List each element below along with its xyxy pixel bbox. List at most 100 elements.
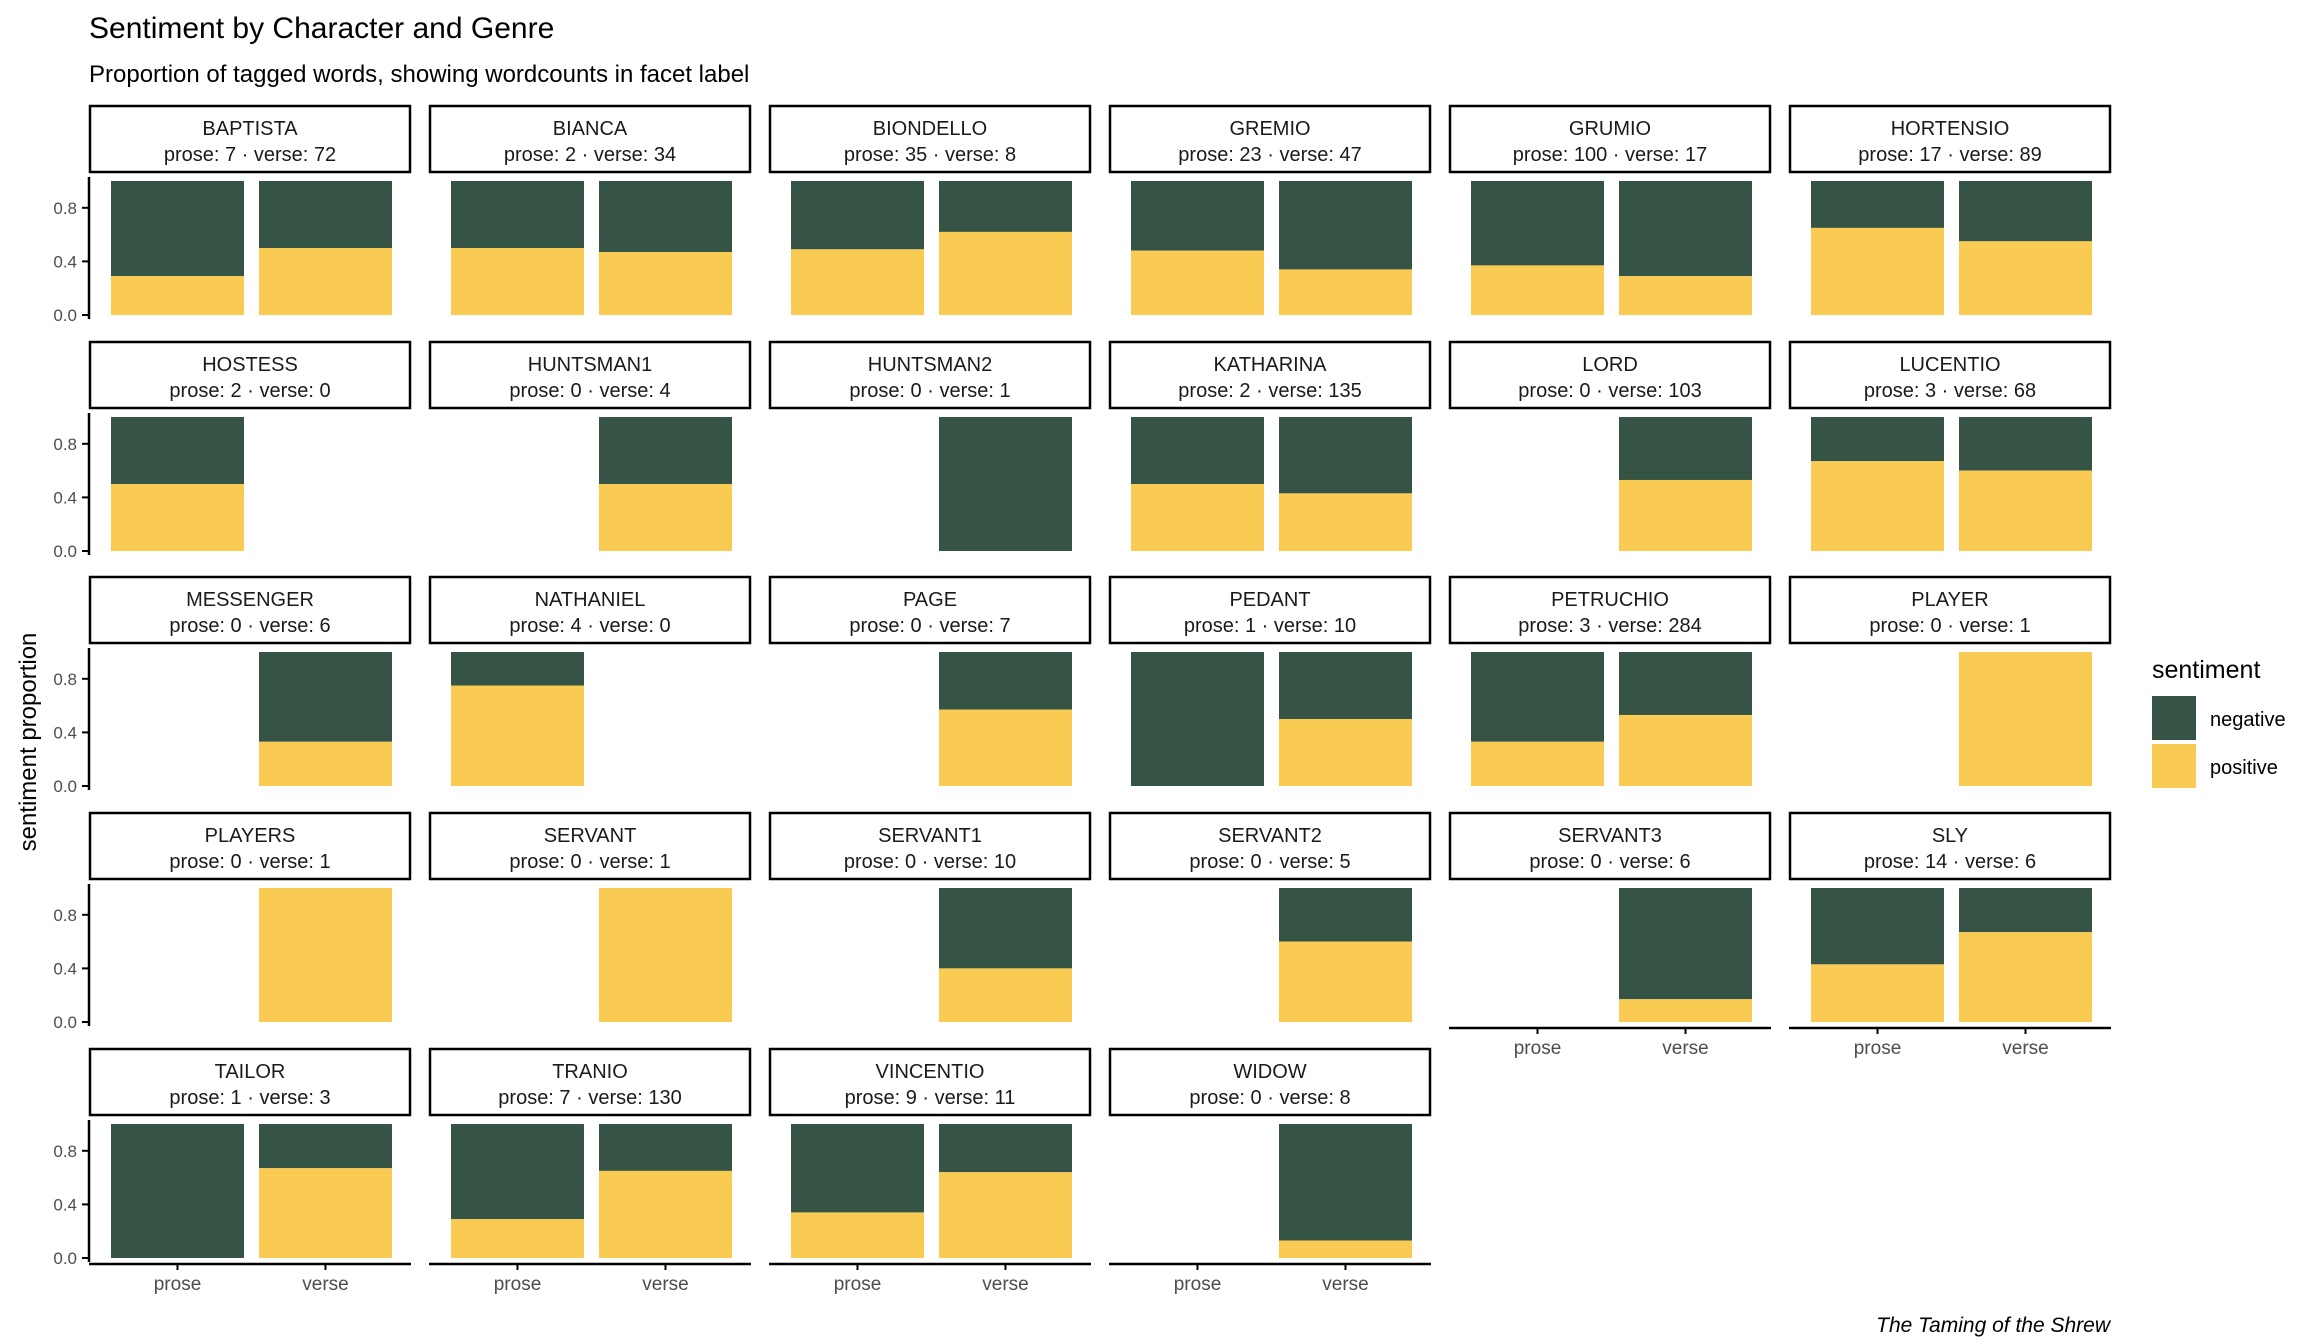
facet-strip [1108, 104, 1432, 174]
chart-subtitle: Proportion of tagged words, showing word… [89, 61, 749, 88]
facet-panel-grumio: GRUMIO prose: 100 · verse: 17 [1448, 104, 1772, 315]
facet-name: SLY [1932, 825, 1968, 847]
bar-verse-positive [1279, 941, 1412, 1022]
facet-panels: BAPTISTA prose: 7 · verse: 72 0.0 0.4 0.8 BIA… [53, 104, 2112, 1295]
facet-strip [768, 1047, 1092, 1117]
bar-verse-positive [1959, 932, 2092, 1022]
bar-prose-positive [791, 1212, 924, 1258]
y-tick-label: 0.4 [53, 723, 77, 742]
facet-panel-tailor: TAILOR prose: 1 · verse: 3 0.0 0.4 0.8 prose v… [53, 1047, 412, 1295]
facet-name: SERVANT2 [1218, 825, 1322, 847]
bar-prose-positive [111, 484, 244, 551]
facet-strip [1788, 811, 2112, 881]
facet-strip [1448, 104, 1772, 174]
facet-name: BIONDELLO [873, 118, 987, 140]
facet-wordcounts: prose: 2 · verse: 34 [504, 144, 676, 166]
facet-strip [1108, 811, 1432, 881]
bar-prose-positive [1811, 964, 1944, 1022]
facet-strip [428, 575, 752, 645]
facet-panel-baptista: BAPTISTA prose: 7 · verse: 72 0.0 0.4 0.8 [53, 104, 412, 325]
bar-prose-negative [791, 1124, 924, 1213]
bar-verse-positive [1959, 470, 2092, 551]
facet-strip [428, 104, 752, 174]
facet-name: MESSENGER [186, 589, 314, 611]
y-tick-label: 0.8 [53, 1142, 77, 1161]
facet-strip [428, 1047, 752, 1117]
bar-verse-negative [1619, 417, 1752, 480]
bar-prose-positive [1131, 250, 1264, 315]
facet-strip [88, 575, 412, 645]
facet-wordcounts: prose: 0 · verse: 8 [1189, 1087, 1350, 1109]
facet-strip [1108, 340, 1432, 410]
bar-verse-negative [599, 181, 732, 253]
facet-wordcounts: prose: 14 · verse: 6 [1864, 851, 2036, 873]
bar-verse-positive [939, 231, 1072, 315]
facet-wordcounts: prose: 17 · verse: 89 [1858, 144, 2041, 166]
legend-key-positive [2152, 744, 2196, 788]
facet-wordcounts: prose: 0 · verse: 4 [509, 380, 670, 402]
bar-verse-positive [1959, 241, 2092, 315]
facet-name: PLAYERS [205, 825, 296, 847]
x-tick-label: prose [1174, 1274, 1222, 1295]
facet-wordcounts: prose: 100 · verse: 17 [1513, 144, 1708, 166]
facet-name: PLAYER [1911, 589, 1988, 611]
y-tick-label: 0.0 [53, 306, 77, 325]
bar-verse-positive [1279, 269, 1412, 315]
y-tick-label: 0.8 [53, 199, 77, 218]
facet-name: GREMIO [1229, 118, 1310, 140]
bar-prose-positive [1811, 227, 1944, 315]
facet-panel-player: PLAYER prose: 0 · verse: 1 [1788, 575, 2112, 786]
y-tick-label: 0.8 [53, 435, 77, 454]
facet-wordcounts: prose: 0 · verse: 1 [509, 851, 670, 873]
bar-verse-negative [259, 181, 392, 248]
facet-name: WIDOW [1233, 1061, 1306, 1083]
facet-panel-nathaniel: NATHANIEL prose: 4 · verse: 0 [428, 575, 752, 786]
bar-verse-positive [939, 709, 1072, 786]
bar-verse-negative [1959, 888, 2092, 933]
bar-prose-positive [111, 276, 244, 315]
facet-wordcounts: prose: 0 · verse: 6 [1529, 851, 1690, 873]
bar-prose-negative [1471, 652, 1604, 742]
bar-verse-negative [1279, 888, 1412, 942]
bar-prose-positive [451, 248, 584, 315]
facet-panel-servant: SERVANT prose: 0 · verse: 1 [428, 811, 752, 1022]
facet-name: KATHARINA [1214, 354, 1328, 376]
facet-name: TAILOR [215, 1061, 286, 1083]
bar-verse-positive [1619, 714, 1752, 786]
bar-verse-negative [1619, 652, 1752, 715]
bar-verse-negative [1959, 417, 2092, 471]
bar-verse-positive [599, 1170, 732, 1258]
bar-verse-negative [1619, 888, 1752, 1000]
facet-panel-huntsman2: HUNTSMAN2 prose: 0 · verse: 1 [768, 340, 1092, 551]
bar-prose-negative [791, 181, 924, 250]
facet-strip [768, 575, 1092, 645]
facet-panel-hostess: HOSTESS prose: 2 · verse: 0 0.0 0.4 0.8 [53, 340, 412, 561]
facet-panel-servant1: SERVANT1 prose: 0 · verse: 10 [768, 811, 1092, 1022]
bar-prose-negative [451, 1124, 584, 1220]
bar-verse-negative [599, 417, 732, 484]
legend-label-negative: negative [2210, 709, 2286, 731]
facet-name: PAGE [903, 589, 957, 611]
facet-strip [768, 811, 1092, 881]
facet-wordcounts: prose: 23 · verse: 47 [1178, 144, 1361, 166]
bar-prose-negative [111, 181, 244, 277]
facet-strip [1448, 575, 1772, 645]
x-tick-label: prose [1854, 1038, 1902, 1059]
bar-verse-positive [1279, 719, 1412, 786]
facet-wordcounts: prose: 7 · verse: 130 [498, 1087, 681, 1109]
facet-name: PEDANT [1229, 589, 1310, 611]
chart-title: Sentiment by Character and Genre [89, 12, 554, 45]
bar-verse-positive [1619, 479, 1752, 551]
facet-name: BAPTISTA [202, 118, 298, 140]
bar-prose-negative [451, 181, 584, 248]
bar-verse-positive [1279, 1240, 1412, 1258]
y-tick-label: 0.4 [53, 959, 77, 978]
facet-panel-katharina: KATHARINA prose: 2 · verse: 135 [1108, 340, 1432, 551]
facet-panel-servant2: SERVANT2 prose: 0 · verse: 5 [1108, 811, 1432, 1022]
facet-wordcounts: prose: 0 · verse: 103 [1518, 380, 1701, 402]
facet-wordcounts: prose: 0 · verse: 6 [169, 615, 330, 637]
facet-wordcounts: prose: 35 · verse: 8 [844, 144, 1016, 166]
facet-panel-messenger: MESSENGER prose: 0 · verse: 6 0.0 0.4 0.8 [53, 575, 412, 796]
chart-caption: The Taming of the Shrew [1876, 1314, 2112, 1337]
facet-wordcounts: prose: 0 · verse: 1 [169, 851, 330, 873]
